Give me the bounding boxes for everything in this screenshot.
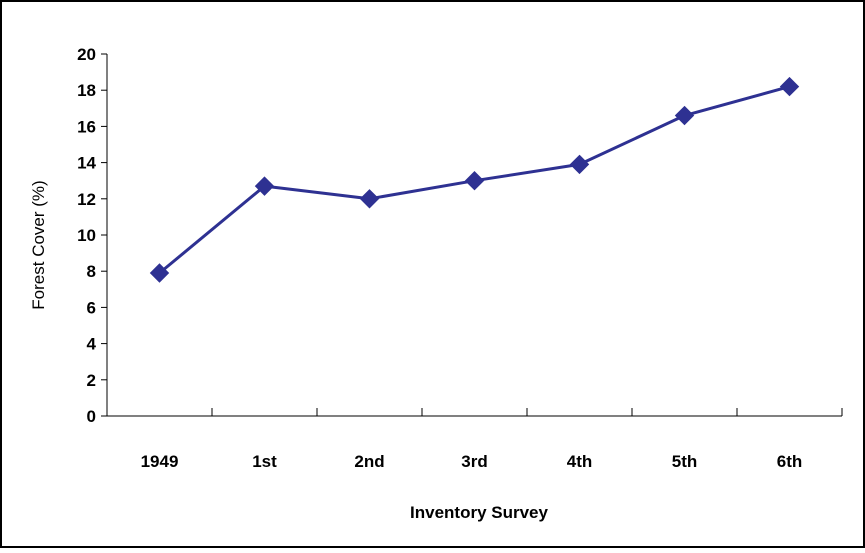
x-tick-label: 2nd bbox=[354, 452, 384, 471]
data-point-2nd bbox=[359, 189, 380, 209]
y-ticks: 0 2 4 6 8 10 12 14 16 18 20 bbox=[77, 45, 107, 426]
y-tick-label: 20 bbox=[77, 45, 96, 64]
y-tick-label: 18 bbox=[77, 81, 96, 100]
x-tick-label: 1949 bbox=[141, 452, 179, 471]
y-tick-label: 6 bbox=[87, 298, 96, 317]
x-tick-label: 3rd bbox=[461, 452, 487, 471]
x-tick-label: 1st bbox=[252, 452, 277, 471]
x-axis-title: Inventory Survey bbox=[410, 503, 548, 522]
y-tick-label: 16 bbox=[77, 117, 96, 136]
y-tick-label: 2 bbox=[87, 371, 96, 390]
y-tick-label: 0 bbox=[87, 407, 96, 426]
series bbox=[149, 76, 800, 283]
y-tick-label: 8 bbox=[87, 262, 96, 281]
data-point-1st bbox=[254, 176, 275, 196]
y-axis-title: Forest Cover (%) bbox=[29, 180, 48, 309]
x-tick-label: 4th bbox=[567, 452, 593, 471]
x-tick-label: 6th bbox=[777, 452, 803, 471]
data-point-5th bbox=[674, 105, 695, 126]
x-ticks: 1949 1st 2nd 3rd 4th 5th 6th bbox=[141, 408, 843, 471]
data-point-6th bbox=[779, 76, 800, 97]
data-point-3rd bbox=[464, 170, 485, 191]
data-point-1949 bbox=[149, 263, 170, 283]
y-tick-label: 14 bbox=[77, 154, 96, 173]
y-tick-label: 4 bbox=[87, 335, 97, 354]
y-tick-label: 10 bbox=[77, 226, 96, 245]
data-point-4th bbox=[569, 154, 590, 175]
x-tick-label: 5th bbox=[672, 452, 698, 471]
y-tick-label: 12 bbox=[77, 190, 96, 209]
